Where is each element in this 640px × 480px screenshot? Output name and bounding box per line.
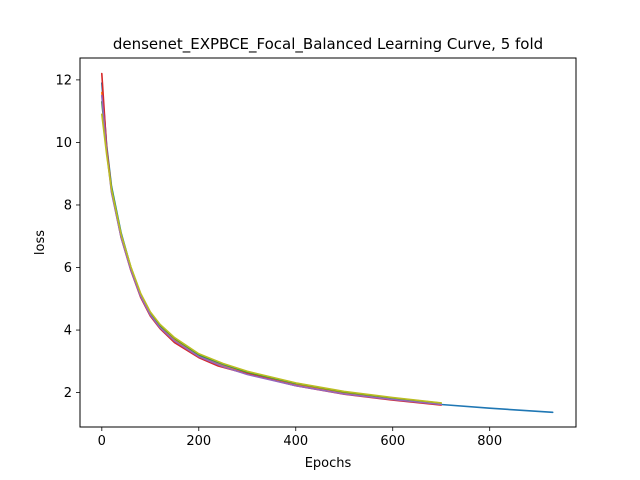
y-tick-label-2: 6 — [64, 261, 72, 276]
x-tick-label-0: 0 — [98, 434, 106, 449]
y-axis-ticks: 2 4 6 8 10 12 — [55, 73, 80, 401]
x-axis-label: Epochs — [305, 456, 352, 471]
x-tick-label-1: 200 — [186, 434, 211, 449]
y-axis-label: loss — [33, 230, 48, 255]
plot-frame — [79, 57, 577, 428]
y-tick-label-0: 2 — [64, 386, 72, 401]
y-tick-label-3: 8 — [64, 198, 72, 213]
y-tick-label-4: 10 — [55, 136, 72, 151]
x-axis-ticks: 0 200 400 600 800 — [98, 427, 502, 449]
x-tick-label-4: 800 — [477, 434, 502, 449]
plot-series-group — [101, 72, 554, 414]
x-tick-label-2: 400 — [283, 434, 308, 449]
x-tick-label-3: 600 — [380, 434, 405, 449]
y-tick-label-1: 4 — [64, 324, 72, 339]
fold-series-line-6 — [101, 113, 443, 404]
chart-title: densenet_EXPBCE_Focal_Balanced Learning … — [113, 35, 543, 54]
y-tick-label-5: 12 — [55, 73, 72, 88]
